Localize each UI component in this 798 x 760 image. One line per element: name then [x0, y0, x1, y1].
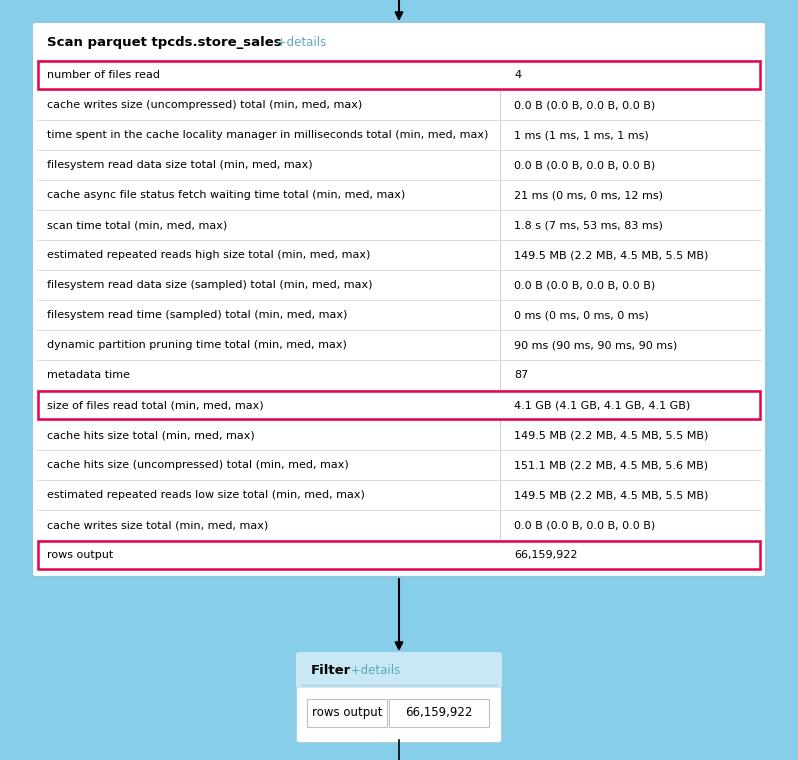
Text: cache writes size total (min, med, max): cache writes size total (min, med, max)	[47, 520, 268, 530]
Text: 0.0 B (0.0 B, 0.0 B, 0.0 B): 0.0 B (0.0 B, 0.0 B, 0.0 B)	[514, 520, 655, 530]
Text: 90 ms (90 ms, 90 ms, 90 ms): 90 ms (90 ms, 90 ms, 90 ms)	[514, 340, 678, 350]
Text: 1 ms (1 ms, 1 ms, 1 ms): 1 ms (1 ms, 1 ms, 1 ms)	[514, 130, 649, 140]
Text: estimated repeated reads low size total (min, med, max): estimated repeated reads low size total …	[47, 490, 365, 500]
Text: 149.5 MB (2.2 MB, 4.5 MB, 5.5 MB): 149.5 MB (2.2 MB, 4.5 MB, 5.5 MB)	[514, 490, 709, 500]
Bar	[38, 541, 760, 569]
Text: 0.0 B (0.0 B, 0.0 B, 0.0 B): 0.0 B (0.0 B, 0.0 B, 0.0 B)	[514, 280, 655, 290]
Bar	[38, 391, 760, 419]
Text: dynamic partition pruning time total (min, med, max): dynamic partition pruning time total (mi…	[47, 340, 347, 350]
Text: filesystem read data size (sampled) total (min, med, max): filesystem read data size (sampled) tota…	[47, 280, 373, 290]
Text: metadata time: metadata time	[47, 370, 130, 380]
Text: 21 ms (0 ms, 0 ms, 12 ms): 21 ms (0 ms, 0 ms, 12 ms)	[514, 190, 663, 200]
Text: +details: +details	[273, 36, 326, 49]
Text: 87: 87	[514, 370, 528, 380]
Text: 0.0 B (0.0 B, 0.0 B, 0.0 B): 0.0 B (0.0 B, 0.0 B, 0.0 B)	[514, 160, 655, 170]
FancyBboxPatch shape	[296, 652, 502, 688]
Text: Scan parquet tpcds.store_sales: Scan parquet tpcds.store_sales	[47, 36, 282, 49]
Text: filesystem read time (sampled) total (min, med, max): filesystem read time (sampled) total (mi…	[47, 310, 347, 320]
Text: estimated repeated reads high size total (min, med, max): estimated repeated reads high size total…	[47, 250, 370, 260]
Text: 149.5 MB (2.2 MB, 4.5 MB, 5.5 MB): 149.5 MB (2.2 MB, 4.5 MB, 5.5 MB)	[514, 250, 709, 260]
Text: size of files read total (min, med, max): size of files read total (min, med, max)	[47, 400, 263, 410]
Text: 149.5 MB (2.2 MB, 4.5 MB, 5.5 MB): 149.5 MB (2.2 MB, 4.5 MB, 5.5 MB)	[514, 430, 709, 440]
Text: 4.1 GB (4.1 GB, 4.1 GB, 4.1 GB): 4.1 GB (4.1 GB, 4.1 GB, 4.1 GB)	[514, 400, 690, 410]
Text: scan time total (min, med, max): scan time total (min, med, max)	[47, 220, 227, 230]
Bar	[307, 698, 387, 727]
Text: 0 ms (0 ms, 0 ms, 0 ms): 0 ms (0 ms, 0 ms, 0 ms)	[514, 310, 649, 320]
Text: cache writes size (uncompressed) total (min, med, max): cache writes size (uncompressed) total (…	[47, 100, 362, 110]
Text: time spent in the cache locality manager in milliseconds total (min, med, max): time spent in the cache locality manager…	[47, 130, 488, 140]
FancyBboxPatch shape	[32, 22, 766, 577]
Text: 1.8 s (7 ms, 53 ms, 83 ms): 1.8 s (7 ms, 53 ms, 83 ms)	[514, 220, 663, 230]
Text: 66,159,922: 66,159,922	[405, 706, 472, 719]
Text: +details: +details	[347, 663, 401, 676]
FancyBboxPatch shape	[296, 652, 502, 743]
Text: 0.0 B (0.0 B, 0.0 B, 0.0 B): 0.0 B (0.0 B, 0.0 B, 0.0 B)	[514, 100, 655, 110]
Text: cache async file status fetch waiting time total (min, med, max): cache async file status fetch waiting ti…	[47, 190, 405, 200]
Text: cache hits size total (min, med, max): cache hits size total (min, med, max)	[47, 430, 255, 440]
Text: 66,159,922: 66,159,922	[514, 550, 578, 560]
Text: filesystem read data size total (min, med, max): filesystem read data size total (min, me…	[47, 160, 313, 170]
Text: 151.1 MB (2.2 MB, 4.5 MB, 5.6 MB): 151.1 MB (2.2 MB, 4.5 MB, 5.6 MB)	[514, 460, 708, 470]
Text: number of files read: number of files read	[47, 70, 160, 80]
Text: 4: 4	[514, 70, 521, 80]
Text: rows output: rows output	[312, 706, 382, 719]
Text: rows output: rows output	[47, 550, 113, 560]
Bar	[38, 61, 760, 89]
Bar	[389, 698, 489, 727]
Text: cache hits size (uncompressed) total (min, med, max): cache hits size (uncompressed) total (mi…	[47, 460, 349, 470]
Text: Filter: Filter	[311, 663, 351, 676]
